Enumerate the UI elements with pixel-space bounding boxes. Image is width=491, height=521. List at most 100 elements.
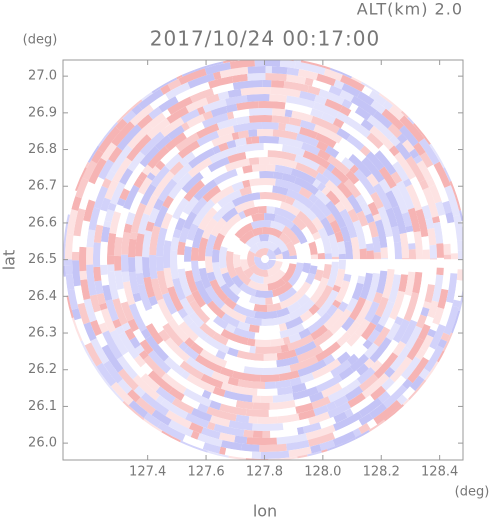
echo-cell	[366, 132, 384, 149]
echo-cell	[223, 390, 253, 403]
echo-cell	[107, 264, 115, 272]
echo-cell	[205, 234, 217, 257]
echo-cell	[137, 114, 153, 130]
echo-cell	[188, 422, 204, 434]
echo-cell	[335, 280, 350, 304]
echo-cell	[191, 140, 215, 158]
echo-cell	[285, 241, 297, 257]
echo-cell	[251, 395, 261, 403]
echo-cell	[80, 279, 91, 300]
echo-cell	[332, 284, 341, 293]
echo-cell	[271, 80, 285, 88]
echo-cell	[451, 310, 461, 334]
echo-cell	[186, 223, 199, 241]
echo-cell	[145, 335, 169, 362]
echo-cell	[347, 353, 359, 366]
echo-cell	[366, 173, 380, 187]
echo-cell	[118, 331, 140, 360]
echo-cell	[142, 230, 153, 258]
echo-cell	[403, 292, 420, 322]
echo-cell	[419, 179, 429, 191]
echo-cell	[386, 375, 407, 397]
echo-cell	[78, 181, 95, 210]
echo-cell	[224, 158, 250, 172]
echo-cell	[424, 361, 439, 381]
echo-cell	[196, 106, 206, 116]
echo-cell	[270, 338, 285, 347]
echo-cell	[287, 334, 314, 351]
echo-cell	[392, 161, 409, 182]
echo-cell	[191, 290, 206, 308]
echo-cell	[453, 280, 463, 302]
echo-cell	[206, 271, 216, 282]
echo-cell	[429, 324, 446, 350]
echo-cell	[248, 295, 266, 306]
echo-cell	[314, 285, 334, 309]
echo-cell	[71, 317, 83, 342]
echo-cell	[325, 179, 345, 199]
echo-cell	[137, 283, 153, 311]
echo-cell	[258, 234, 270, 242]
echo-cell	[175, 132, 200, 152]
echo-cell	[266, 259, 276, 269]
echo-cell	[389, 356, 413, 383]
echo-cell	[132, 328, 146, 344]
echo-cell	[369, 125, 395, 150]
echo-cell	[129, 336, 141, 349]
echo-cell	[317, 227, 332, 254]
echo-cell	[275, 178, 302, 194]
echo-cell	[385, 207, 398, 228]
echo-cell	[250, 219, 272, 230]
echo-cell	[267, 278, 286, 291]
echo-cell	[413, 231, 423, 260]
echo-cell	[216, 125, 235, 138]
echo-cell	[202, 185, 221, 203]
echo-cell	[249, 264, 269, 277]
echo-cell	[313, 329, 334, 347]
echo-cell	[301, 241, 311, 259]
echo-cell	[359, 272, 373, 300]
echo-cell	[361, 322, 377, 341]
echo-cell	[287, 301, 302, 314]
echo-cell	[457, 240, 463, 251]
echo-cell	[349, 164, 359, 174]
echo-cell	[139, 339, 154, 355]
echo-cell	[115, 325, 125, 336]
echo-cell	[158, 340, 184, 367]
echo-cell	[98, 159, 114, 180]
echo-cell	[225, 339, 239, 350]
echo-cell	[178, 321, 199, 342]
echo-cell	[111, 121, 135, 147]
echo-cell	[271, 66, 288, 75]
echo-cell	[240, 259, 250, 272]
x-tick-label: 128.0	[304, 465, 341, 480]
echo-cell	[418, 267, 430, 299]
echo-cell	[269, 157, 298, 169]
echo-cell	[288, 446, 312, 458]
echo-cell	[156, 227, 168, 257]
echo-cell	[237, 290, 252, 303]
echo-cell	[220, 283, 240, 304]
echo-cell	[366, 272, 380, 303]
echo-cell	[328, 308, 352, 335]
echo-cell	[274, 214, 295, 230]
echo-cell	[415, 208, 429, 238]
echo-cell	[279, 201, 301, 217]
echo-cell	[281, 249, 291, 259]
echo-cell	[105, 299, 119, 322]
echo-cell	[95, 333, 108, 348]
y-unit: (deg)	[23, 33, 58, 48]
echo-cell	[327, 401, 351, 419]
echo-cell	[372, 213, 382, 222]
altitude-annotation: ALT(km) 2.0	[357, 0, 463, 19]
echo-cell	[130, 202, 147, 234]
echo-cell	[172, 197, 190, 220]
echo-cell	[103, 360, 123, 384]
echo-cell	[388, 274, 401, 304]
echo-cell	[401, 211, 413, 227]
echo-cell	[217, 91, 230, 101]
echo-cell	[346, 332, 360, 347]
echo-cell	[181, 121, 190, 132]
echo-cell	[343, 178, 362, 199]
echo-cell	[206, 300, 226, 319]
